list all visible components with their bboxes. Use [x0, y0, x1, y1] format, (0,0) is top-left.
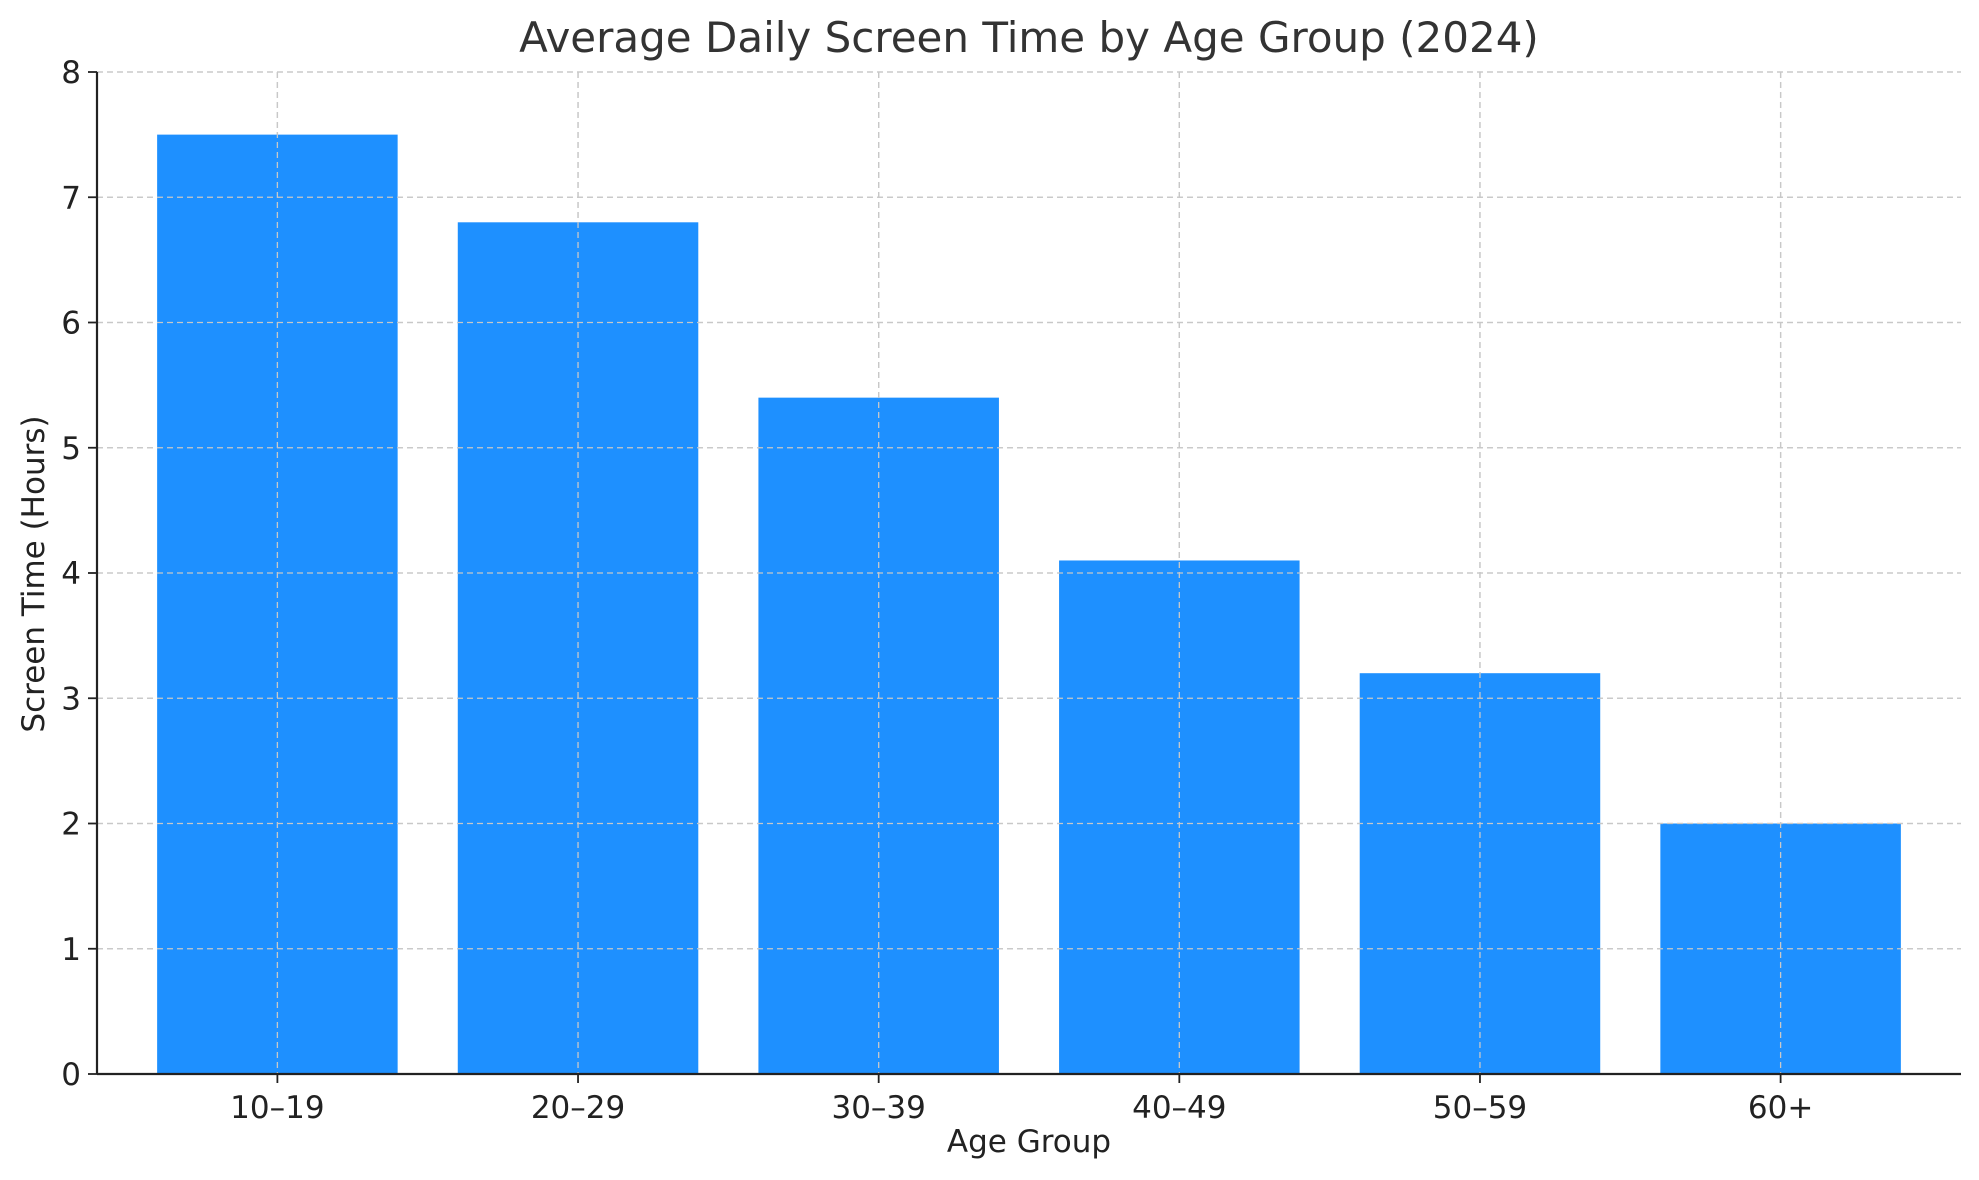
y-tick-label: 7 — [61, 180, 81, 216]
x-tick-label: 50–59 — [1433, 1090, 1527, 1126]
y-tick-label: 3 — [61, 681, 81, 717]
y-tick-label: 0 — [61, 1057, 81, 1093]
x-tick-label: 30–39 — [831, 1090, 925, 1126]
chart-title: Average Daily Screen Time by Age Group (… — [519, 13, 1539, 62]
bars-layer — [97, 71, 1961, 1075]
x-tick-label: 10–19 — [230, 1090, 324, 1126]
ticks-layer: 0 1 2 3 4 5 6 7 8 10–19 20–29 30–39 40–49 50–59 60+ — [61, 55, 1813, 1126]
y-tick-label: 8 — [61, 55, 81, 91]
y-tick-label: 4 — [61, 556, 81, 592]
y-axis-label: Screen Time (Hours) — [16, 415, 52, 732]
x-axis-label: Age Group — [947, 1124, 1111, 1160]
y-tick-label: 5 — [61, 431, 81, 467]
y-tick-label: 2 — [61, 807, 81, 843]
x-tick-label: 60+ — [1748, 1090, 1813, 1126]
x-tick-label: 40–49 — [1132, 1090, 1226, 1126]
y-tick-label: 6 — [61, 306, 81, 342]
y-tick-label: 1 — [61, 932, 81, 968]
x-tick-label: 20–29 — [531, 1090, 625, 1126]
